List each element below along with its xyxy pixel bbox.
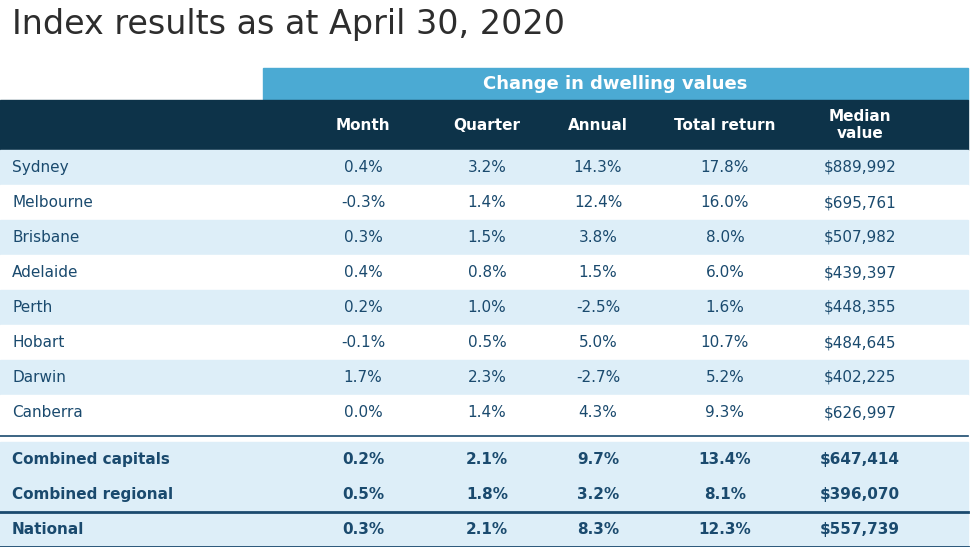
Text: 9.7%: 9.7% bbox=[577, 452, 619, 467]
Text: $507,982: $507,982 bbox=[824, 230, 896, 245]
Text: $396,070: $396,070 bbox=[820, 487, 900, 502]
Text: -2.5%: -2.5% bbox=[576, 300, 620, 315]
Text: 1.4%: 1.4% bbox=[468, 195, 506, 210]
Text: $695,761: $695,761 bbox=[824, 195, 896, 210]
Text: 8.1%: 8.1% bbox=[704, 487, 746, 502]
Text: Quarter: Quarter bbox=[454, 118, 520, 132]
Text: 1.0%: 1.0% bbox=[468, 300, 506, 315]
Text: -2.7%: -2.7% bbox=[576, 370, 620, 385]
Text: 3.2%: 3.2% bbox=[577, 487, 619, 502]
Text: $626,997: $626,997 bbox=[824, 405, 896, 420]
Text: 3.2%: 3.2% bbox=[468, 160, 506, 175]
Text: Sydney: Sydney bbox=[12, 160, 68, 175]
Text: 5.0%: 5.0% bbox=[579, 335, 618, 350]
Text: Melbourne: Melbourne bbox=[12, 195, 93, 210]
Text: 0.5%: 0.5% bbox=[468, 335, 506, 350]
Text: 5.2%: 5.2% bbox=[705, 370, 744, 385]
Text: 12.4%: 12.4% bbox=[574, 195, 622, 210]
Text: Total return: Total return bbox=[674, 118, 775, 132]
Text: Hobart: Hobart bbox=[12, 335, 64, 350]
Text: 0.5%: 0.5% bbox=[342, 487, 384, 502]
Text: 13.4%: 13.4% bbox=[698, 452, 751, 467]
Text: 0.2%: 0.2% bbox=[344, 300, 383, 315]
Text: 0.4%: 0.4% bbox=[344, 160, 383, 175]
Text: 17.8%: 17.8% bbox=[701, 160, 749, 175]
Text: 2.1%: 2.1% bbox=[466, 452, 508, 467]
Text: 0.3%: 0.3% bbox=[342, 522, 384, 537]
Polygon shape bbox=[0, 100, 968, 150]
Text: Canberra: Canberra bbox=[12, 405, 83, 420]
Text: Combined regional: Combined regional bbox=[12, 487, 173, 502]
Text: Month: Month bbox=[336, 118, 391, 132]
Text: 1.4%: 1.4% bbox=[468, 405, 506, 420]
Text: -0.3%: -0.3% bbox=[341, 195, 385, 210]
Text: 9.3%: 9.3% bbox=[705, 405, 744, 420]
Text: Combined capitals: Combined capitals bbox=[12, 452, 169, 467]
Polygon shape bbox=[0, 290, 968, 325]
Polygon shape bbox=[0, 477, 968, 512]
Text: $557,739: $557,739 bbox=[820, 522, 900, 537]
Text: 0.4%: 0.4% bbox=[344, 265, 383, 280]
Text: 0.0%: 0.0% bbox=[344, 405, 383, 420]
Text: 16.0%: 16.0% bbox=[700, 195, 749, 210]
Polygon shape bbox=[0, 185, 968, 220]
Text: 1.5%: 1.5% bbox=[579, 265, 618, 280]
Text: $647,414: $647,414 bbox=[820, 452, 900, 467]
Text: $484,645: $484,645 bbox=[824, 335, 896, 350]
Text: -0.1%: -0.1% bbox=[341, 335, 385, 350]
Polygon shape bbox=[0, 255, 968, 290]
Text: $889,992: $889,992 bbox=[824, 160, 896, 175]
Polygon shape bbox=[0, 360, 968, 395]
Polygon shape bbox=[0, 512, 968, 547]
Polygon shape bbox=[0, 442, 968, 477]
Text: Change in dwelling values: Change in dwelling values bbox=[483, 75, 748, 93]
Text: 0.3%: 0.3% bbox=[344, 230, 383, 245]
Text: Adelaide: Adelaide bbox=[12, 265, 79, 280]
Text: $439,397: $439,397 bbox=[824, 265, 896, 280]
Text: Median
value: Median value bbox=[829, 109, 891, 141]
Text: 8.3%: 8.3% bbox=[577, 522, 619, 537]
Text: 1.6%: 1.6% bbox=[705, 300, 744, 315]
Text: 6.0%: 6.0% bbox=[705, 265, 744, 280]
Text: 0.8%: 0.8% bbox=[468, 265, 506, 280]
Text: 3.8%: 3.8% bbox=[579, 230, 618, 245]
Text: 2.1%: 2.1% bbox=[466, 522, 508, 537]
Text: 1.7%: 1.7% bbox=[344, 370, 383, 385]
Text: Darwin: Darwin bbox=[12, 370, 66, 385]
Text: 2.3%: 2.3% bbox=[468, 370, 506, 385]
Text: 0.2%: 0.2% bbox=[342, 452, 384, 467]
Text: $448,355: $448,355 bbox=[824, 300, 896, 315]
Text: 1.8%: 1.8% bbox=[466, 487, 508, 502]
Polygon shape bbox=[263, 68, 968, 100]
Text: 10.7%: 10.7% bbox=[701, 335, 749, 350]
Text: 12.3%: 12.3% bbox=[698, 522, 751, 537]
Text: 8.0%: 8.0% bbox=[705, 230, 744, 245]
Text: 4.3%: 4.3% bbox=[579, 405, 618, 420]
Polygon shape bbox=[0, 220, 968, 255]
Text: National: National bbox=[12, 522, 85, 537]
Text: $402,225: $402,225 bbox=[824, 370, 896, 385]
Text: 14.3%: 14.3% bbox=[574, 160, 622, 175]
Polygon shape bbox=[0, 325, 968, 360]
Polygon shape bbox=[0, 395, 968, 430]
Text: Annual: Annual bbox=[568, 118, 628, 132]
Text: Index results as at April 30, 2020: Index results as at April 30, 2020 bbox=[12, 8, 565, 41]
Text: Perth: Perth bbox=[12, 300, 53, 315]
Polygon shape bbox=[0, 150, 968, 185]
Text: Brisbane: Brisbane bbox=[12, 230, 79, 245]
Text: 1.5%: 1.5% bbox=[468, 230, 506, 245]
